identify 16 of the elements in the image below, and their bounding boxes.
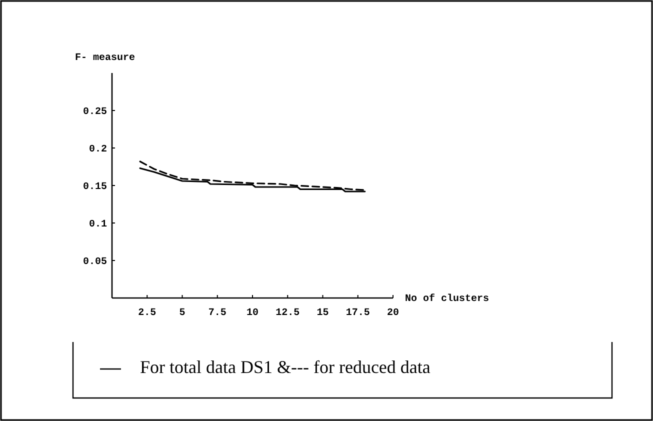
text: For total data DS1 &--- for reduced data [140,357,430,377]
x-tick-label: 12.5 [276,308,300,319]
x-tick-label: 17.5 [346,308,370,319]
x-tick-label: 2.5 [138,308,156,319]
y-tick-label: 0.2 [88,144,107,156]
y-tick-label: 0.1 [88,220,107,230]
y-tick-label: 0.15 [82,182,107,193]
x-tick-label: 15 [316,308,329,319]
x-tick-label: 7.5 [208,308,226,319]
x-tick-label: 10 [246,308,259,319]
y-axis-title: F- measure [75,53,136,64]
x-tick-label: 5 [179,308,186,319]
x-tick-label: 20 [386,308,400,319]
y-tick-label: 0.05 [82,257,107,268]
y-tick-label: 0.25 [82,107,107,118]
x-axis-title: No of clusters [405,293,490,305]
